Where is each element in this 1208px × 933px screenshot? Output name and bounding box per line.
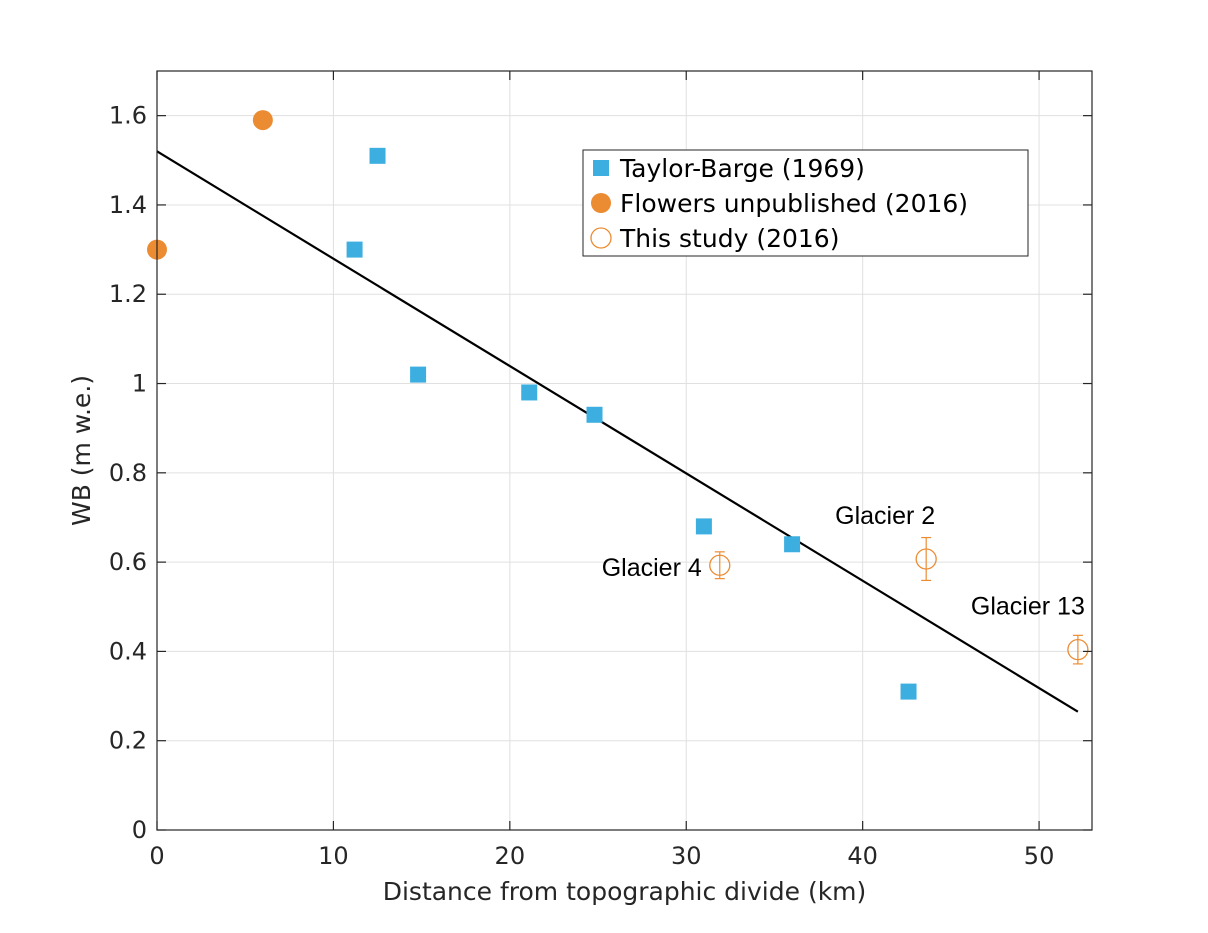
fit-line (156, 150, 1079, 713)
legend-marker (590, 227, 612, 249)
data-point-series-0 (410, 366, 427, 383)
x-tick-label: 50 (1024, 842, 1055, 870)
data-point-series-0 (586, 406, 603, 423)
point-annotation: Glacier 4 (602, 554, 702, 582)
data-point-series-0 (369, 147, 386, 164)
ticks: 0 10 20 30 40 50 0 0.2 0.4 0.6 0.8 1 1.2 1.4 1.6 (109, 71, 1092, 870)
legend-entry-label: Taylor-Barge (1969) (619, 154, 865, 183)
legend-entry-label: This study (2016) (619, 224, 839, 253)
data-point-series-2 (709, 554, 731, 576)
y-axis-label: WB (m w.e.) (67, 375, 96, 526)
x-tick-label: 30 (671, 842, 702, 870)
data-point-series-1 (252, 110, 273, 131)
data-points (147, 110, 1089, 700)
data-point-series-0 (900, 683, 917, 700)
y-tick-label: 0.4 (109, 637, 147, 665)
data-point-series-0 (346, 241, 363, 258)
y-tick-label: 0 (132, 816, 147, 844)
data-point-series-2 (1067, 638, 1089, 661)
annotations: Glacier 4 Glacier 2 Glacier 13 (602, 502, 1085, 621)
plot-frame (156, 70, 1093, 831)
legend: Taylor-Barge (1969) Flowers unpublished (… (582, 149, 1029, 257)
y-tick-label: 0.6 (109, 548, 147, 576)
y-tick-label: 1.2 (109, 280, 147, 308)
data-point-series-0 (695, 518, 712, 535)
legend-marker (591, 193, 611, 213)
x-tick-label: 20 (495, 842, 526, 870)
legend-box (582, 149, 1029, 257)
point-annotation: Glacier 13 (971, 593, 1085, 621)
point-annotation: Glacier 2 (835, 502, 935, 530)
x-tick-label: 0 (149, 842, 164, 870)
data-point-series-0 (521, 384, 538, 401)
y-tick-label: 1.6 (109, 102, 147, 130)
x-tick-label: 10 (318, 842, 349, 870)
y-tick-label: 1.4 (109, 191, 147, 219)
legend-marker (593, 160, 609, 176)
x-tick-label: 40 (847, 842, 878, 870)
data-point-series-2 (915, 548, 937, 570)
y-tick-label: 0.8 (109, 459, 147, 487)
x-axis-label: Distance from topographic divide (km) (383, 877, 867, 906)
legend-entry-label: Flowers unpublished (2016) (620, 189, 968, 218)
fit-line-group (156, 150, 1079, 713)
y-tick-label: 1 (132, 370, 147, 398)
y-tick-label: 0.2 (109, 727, 147, 755)
data-point-series-0 (784, 536, 801, 553)
